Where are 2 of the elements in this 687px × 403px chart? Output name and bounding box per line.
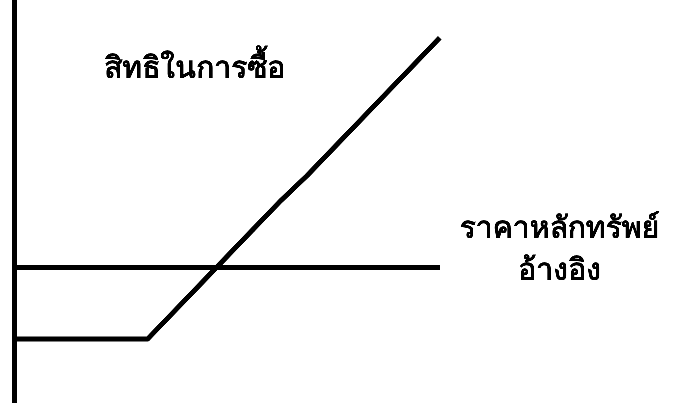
x-axis-title: ราคาหลักทรัพย์ อ้างอิง bbox=[460, 211, 660, 288]
text: สิทธิในการซื้อ bbox=[104, 45, 286, 86]
